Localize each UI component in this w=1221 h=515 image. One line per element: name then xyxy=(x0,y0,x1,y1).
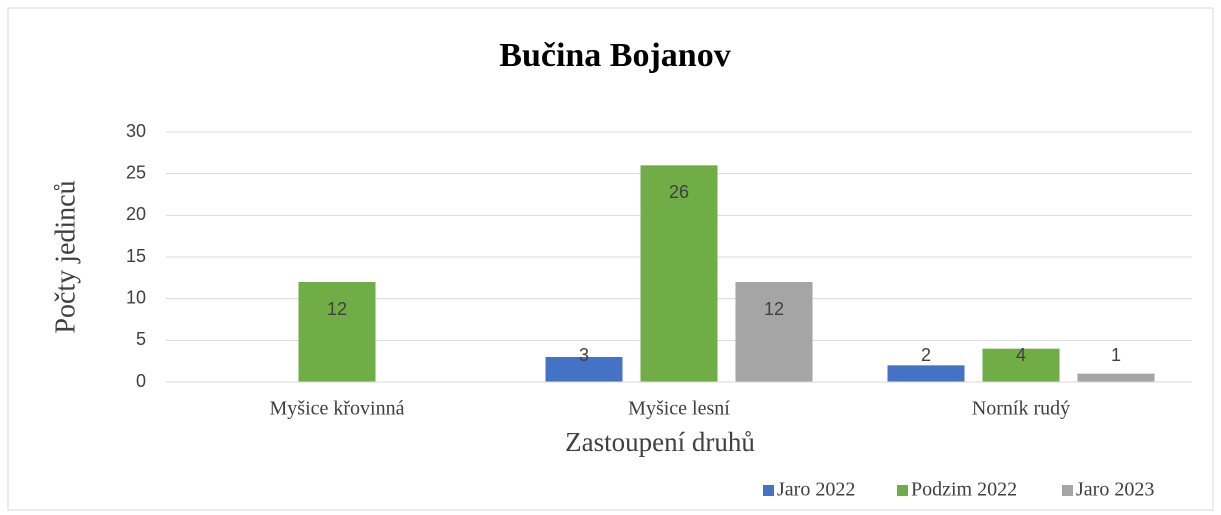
y-axis-label: Počty jedinců xyxy=(50,180,81,333)
data-label: 1 xyxy=(1111,345,1121,365)
bar xyxy=(887,365,965,382)
y-tick-label: 30 xyxy=(126,121,146,141)
y-tick-label: 5 xyxy=(136,329,146,349)
data-label: 2 xyxy=(921,345,931,365)
bar xyxy=(1077,373,1155,382)
y-tick-label: 15 xyxy=(126,246,146,266)
data-label: 12 xyxy=(764,299,784,319)
chart-title: Bučina Bojanov xyxy=(499,37,730,74)
data-label: 12 xyxy=(327,299,347,319)
bar xyxy=(735,282,813,382)
y-tick-label: 20 xyxy=(126,204,146,224)
data-label: 4 xyxy=(1016,345,1026,365)
data-label: 3 xyxy=(579,345,589,365)
bar xyxy=(640,165,718,382)
x-tick-label: Myšice křovinná xyxy=(270,398,405,420)
bar xyxy=(545,357,623,382)
x-tick-label: Norník rudý xyxy=(972,398,1070,420)
y-tick-label: 0 xyxy=(136,371,146,391)
bar xyxy=(298,282,376,382)
legend-swatch xyxy=(897,485,908,496)
y-tick-label: 10 xyxy=(126,287,146,307)
legend-label: Jaro 2023 xyxy=(1076,479,1154,501)
legend-label: Jaro 2022 xyxy=(777,479,855,501)
legend-swatch xyxy=(763,485,774,496)
x-axis-label: Zastoupení druhů xyxy=(565,427,755,457)
bar xyxy=(982,348,1060,382)
data-label: 26 xyxy=(669,182,689,202)
legend-label: Podzim 2022 xyxy=(911,479,1017,501)
x-tick-label: Myšice lesní xyxy=(628,398,730,420)
chart-border xyxy=(7,7,1214,511)
y-tick-label: 25 xyxy=(126,162,146,182)
legend-swatch xyxy=(1062,485,1073,496)
